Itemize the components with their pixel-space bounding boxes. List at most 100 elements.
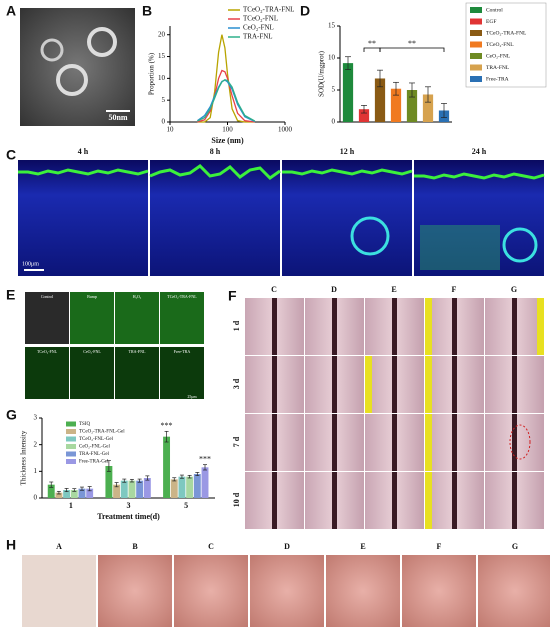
- legend-label: CeO₂-FNL: [486, 53, 511, 59]
- legend-label: TCeO₂-FNL-Gel: [79, 437, 114, 442]
- row-label: 10 d: [232, 492, 241, 507]
- x-tick-label: 10: [167, 126, 175, 134]
- y-tick-label: 5: [162, 96, 166, 104]
- skin-photo: [22, 555, 96, 627]
- wound-line: [452, 298, 457, 355]
- legend-label: Free-TRA: [486, 76, 509, 82]
- yellow-strip: [425, 414, 432, 471]
- fluorescence-image: [115, 292, 159, 344]
- y-tick-label: 10: [328, 54, 336, 62]
- legend-label: TCeO₂-TRA-FNL: [243, 6, 294, 14]
- legend-label: TCeO₂-TRA-FNL: [486, 30, 527, 36]
- fluorescence-image: [18, 160, 148, 276]
- wound-line: [272, 472, 277, 529]
- legend-swatch: [66, 436, 76, 442]
- y-tick-label: 2: [34, 440, 38, 448]
- y-tick-label: 10: [158, 74, 166, 82]
- bar: [186, 476, 194, 498]
- wound-line: [512, 414, 517, 471]
- timepoint-label: 4 h: [78, 147, 89, 156]
- skin-photo: [250, 555, 324, 627]
- panel-letter: E: [6, 287, 15, 303]
- wound-line: [392, 356, 397, 413]
- significance-label: ***: [199, 454, 211, 463]
- legend-swatch: [470, 7, 482, 13]
- legend-box: [465, 2, 547, 88]
- bar: [178, 476, 186, 498]
- scale-bar-label: 25μm: [187, 394, 197, 399]
- legend-label: TSIQ: [79, 422, 91, 427]
- photo-label: A: [56, 542, 62, 551]
- bar: [113, 484, 121, 498]
- panel-letter: H: [6, 537, 16, 553]
- fluorescence-image: [70, 292, 114, 344]
- x-tick-label: 1: [69, 501, 73, 510]
- bar: [86, 488, 94, 498]
- fluorescence-image: [115, 347, 159, 399]
- skin-photo: [478, 555, 550, 627]
- panel-letter: B: [142, 3, 152, 19]
- legend-swatch: [470, 53, 482, 59]
- fluorescence-image: [282, 160, 412, 276]
- y-tick-label: 5: [332, 86, 336, 94]
- significance-label: ***: [161, 421, 173, 430]
- wound-line: [452, 414, 457, 471]
- wound-line: [272, 356, 277, 413]
- epidermis-signal: [282, 168, 413, 176]
- skin-photo: [402, 555, 476, 627]
- x-tick-label: 3: [127, 501, 131, 510]
- legend-label: TRA-FNL: [486, 65, 510, 71]
- scale-bar-label: 50nm: [108, 113, 127, 122]
- x-tick-label: 5: [184, 501, 188, 510]
- significance-label: **: [368, 39, 376, 48]
- y-tick-label: 0: [34, 494, 38, 502]
- legend-label: EGF: [486, 19, 496, 25]
- yellow-strip: [425, 472, 432, 529]
- green-dots: [420, 225, 500, 270]
- yellow-strip: [425, 298, 432, 355]
- legend-label: TRA-FNL: [243, 33, 273, 41]
- x-axis-label: Treatment time(d): [97, 512, 160, 521]
- wound-line: [272, 298, 277, 355]
- significance-bracket: [363, 47, 381, 52]
- vesicle: [87, 27, 117, 57]
- photo-label: C: [208, 542, 214, 551]
- legend-swatch: [470, 64, 482, 71]
- photo-label: G: [512, 542, 518, 551]
- bar: [128, 480, 136, 498]
- fluorescence-image: [150, 160, 280, 276]
- bar: [70, 490, 78, 498]
- x-tick-label: 100: [222, 126, 233, 134]
- panel-letter: F: [228, 288, 237, 304]
- epidermis-signal: [149, 164, 281, 180]
- fluorescence-image: [70, 347, 114, 399]
- panel-letter: C: [6, 147, 16, 163]
- skin-photo: [174, 555, 248, 627]
- series-line: [197, 34, 255, 123]
- bar: [170, 479, 178, 498]
- legend-label: TRA-FNL-Gel: [79, 452, 110, 457]
- series-line: [197, 69, 255, 123]
- wound-line: [332, 414, 337, 471]
- image-label: TRA-FNL: [129, 349, 146, 354]
- panel-letter: G: [6, 407, 17, 423]
- image-label: H₂O₂: [133, 294, 142, 299]
- photo-label: B: [132, 542, 138, 551]
- legend-label: TCeO₂-FNL: [486, 42, 514, 48]
- bar: [47, 484, 55, 498]
- legend-label: CeO₂-FNL: [243, 24, 274, 32]
- row-label: 3 d: [232, 378, 241, 389]
- image-label: TCeO₂-FNL: [37, 349, 58, 354]
- photo-label: E: [360, 542, 365, 551]
- bar: [63, 490, 71, 498]
- legend-label: CeO₂-FNL-Gel: [79, 445, 111, 450]
- image-label: CeO₂-FNL: [83, 349, 101, 354]
- epidermis-signal: [414, 172, 545, 180]
- legend-swatch: [470, 76, 482, 82]
- fluorescence-image: [160, 292, 204, 344]
- significance-bracket: [379, 47, 445, 52]
- wound-line: [452, 356, 457, 413]
- timepoint-label: 8 h: [210, 147, 221, 156]
- image-label: TCeO₂-TRA-FNL: [167, 294, 197, 299]
